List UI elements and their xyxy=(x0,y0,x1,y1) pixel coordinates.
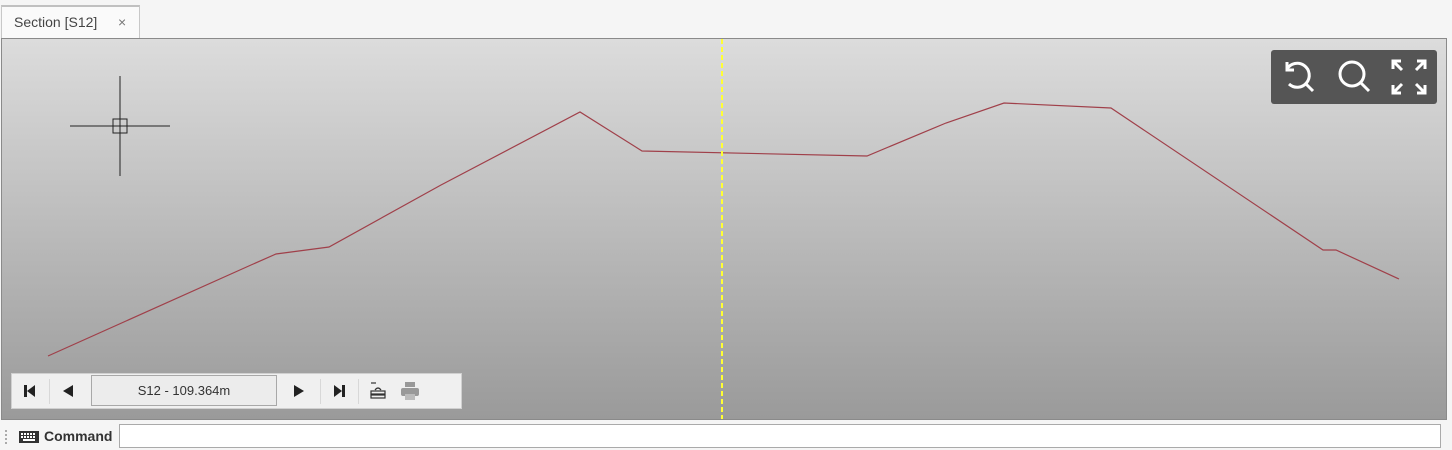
section-canvas[interactable] xyxy=(2,39,1447,420)
tab-section[interactable]: Section [S12] × xyxy=(1,5,140,38)
section-selector[interactable]: S12 - 109.364m xyxy=(91,375,277,406)
tab-bar: Section [S12] × xyxy=(0,0,1452,38)
section-profile-line xyxy=(47,102,1400,357)
previous-icon[interactable] xyxy=(51,378,85,404)
fit-extents-icon[interactable] xyxy=(1389,57,1429,97)
close-icon[interactable]: × xyxy=(118,14,127,30)
view-controls xyxy=(1271,50,1437,104)
command-input[interactable] xyxy=(119,424,1441,448)
zoom-icon[interactable] xyxy=(1335,57,1375,97)
crosshair-cursor-icon xyxy=(70,76,170,176)
tab-title: Section [S12] xyxy=(14,14,98,30)
drag-handle[interactable] xyxy=(5,430,7,444)
skip-first-icon[interactable] xyxy=(13,378,47,404)
command-label: Command xyxy=(44,428,113,444)
section-viewport[interactable]: S12 - 109.364m xyxy=(1,38,1447,420)
skip-last-icon[interactable] xyxy=(322,378,356,404)
next-icon[interactable] xyxy=(282,378,316,404)
section-navigation-bar: S12 - 109.364m xyxy=(11,373,462,409)
print-icon[interactable] xyxy=(393,378,427,404)
layers-icon[interactable] xyxy=(361,378,395,404)
command-bar: Command xyxy=(0,420,1452,450)
zoom-reset-icon[interactable] xyxy=(1279,57,1319,97)
keyboard-icon xyxy=(19,430,39,448)
